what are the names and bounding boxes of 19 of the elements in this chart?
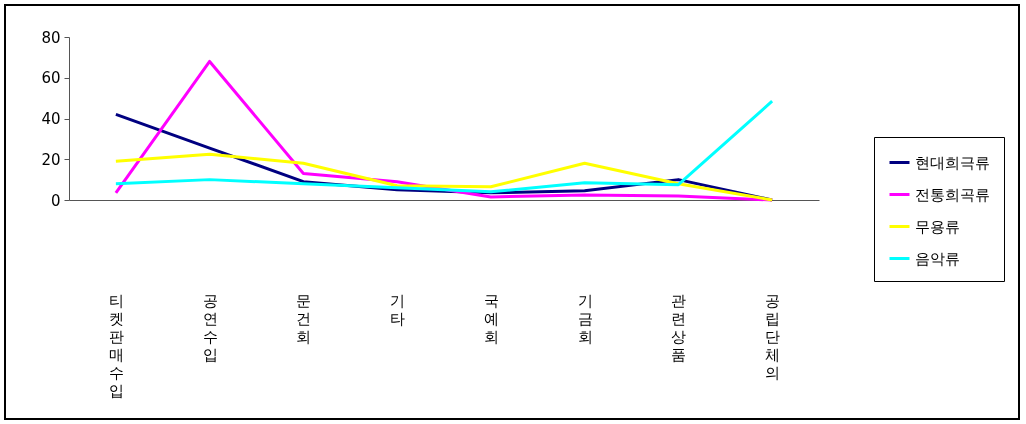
x-tick-label: 기타 <box>390 291 406 328</box>
y-tick-label: 80 <box>41 28 61 47</box>
x-tick-label: 공립단체의 <box>765 291 781 382</box>
y-tick-label: 40 <box>41 110 61 128</box>
x-tick-label: 티켓판매수입 <box>108 291 124 400</box>
line-series <box>114 152 774 202</box>
legend-label: 현대희극류 <box>915 153 990 172</box>
x-tick-label: 문건회 <box>296 291 312 346</box>
x-tick-label: 기금회 <box>577 291 593 346</box>
y-tick-label: 20 <box>41 150 61 169</box>
y-tick-label: 60 <box>41 69 61 88</box>
x-tick-label: 국예회 <box>483 291 499 346</box>
legend-label: 음악류 <box>915 249 960 268</box>
line-series <box>114 99 774 194</box>
x-tick-label: 공연수입 <box>202 291 218 364</box>
y-tick-label: 0 <box>50 191 61 210</box>
x-tick-label: 관련상품 <box>671 291 687 364</box>
legend-label: 전통희곡류 <box>915 185 990 204</box>
legend-label: 무용류 <box>915 217 960 236</box>
